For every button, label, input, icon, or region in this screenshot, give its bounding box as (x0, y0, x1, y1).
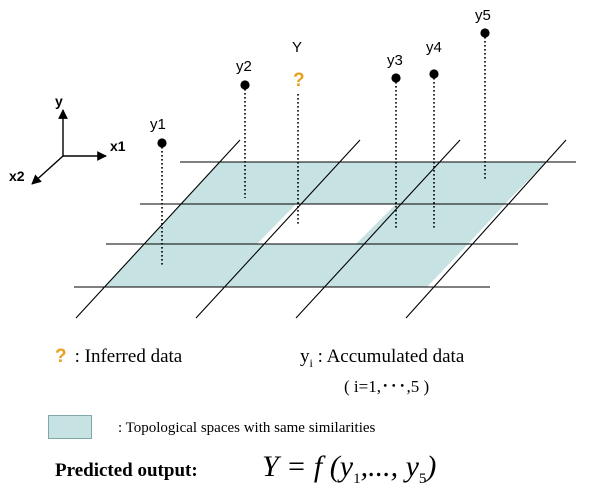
formula-rhs: ) (426, 450, 437, 483)
legend-inferred-text: : Inferred data (74, 346, 183, 367)
cell-mid-right (356, 204, 505, 244)
point-y3 (391, 73, 401, 83)
axis-x2-arrow (31, 155, 64, 185)
shaded-cells (104, 162, 546, 287)
coordinate-axes (31, 109, 107, 185)
drop-lines (161, 33, 486, 265)
grid-lines (74, 139, 576, 319)
formula-sub-1: 1 (353, 471, 361, 487)
legend-accumulated-sub: i (309, 355, 313, 370)
formula-lhs: Y = f ( (262, 450, 340, 483)
grid-d-4 (405, 139, 567, 319)
axis-x2-label: x2 (9, 168, 25, 184)
legend-topological-swatch (48, 415, 92, 439)
formula-sub-2: 5 (418, 471, 427, 487)
axis-y-label: y (55, 93, 63, 109)
predicted-output-label: Predicted output: (55, 460, 198, 481)
label-Y: Y (292, 39, 302, 56)
inferred-marker: ? (293, 70, 305, 91)
axis-x1-label: x1 (110, 138, 126, 154)
label-y2: y2 (236, 58, 252, 75)
cell-bot-center (216, 244, 356, 287)
label-y5: y5 (475, 7, 491, 24)
predicted-output-formula: Y = f (y1,..., y5) (262, 450, 436, 488)
point-y1 (157, 138, 167, 148)
formula-var-2: y (405, 450, 419, 483)
label-y4: y4 (426, 39, 442, 56)
point-y4 (429, 69, 439, 79)
cell-bot-left (104, 244, 257, 287)
label-y1: y1 (150, 116, 166, 133)
cell-top-right (396, 162, 546, 204)
legend-topological-text: : Topological spaces with same similarit… (118, 420, 376, 436)
cell-top-center (296, 162, 439, 204)
point-y2 (240, 80, 250, 90)
legend-accumulated-var: y (300, 346, 310, 367)
legend-accumulated-text: : Accumulated data (317, 346, 465, 367)
grid-d-2 (195, 139, 361, 319)
formula-mid: ,..., (360, 450, 406, 483)
data-points (157, 28, 490, 148)
label-y3: y3 (387, 52, 403, 69)
cell-mid-left (145, 204, 296, 244)
point-y5 (480, 28, 490, 38)
formula-var-1: y (339, 450, 354, 483)
legend-inferred-symbol: ? (55, 346, 67, 367)
cell-top-left (181, 162, 339, 204)
legend-accumulated: yi : Accumulated data (300, 346, 464, 371)
grid-d-3 (295, 139, 461, 319)
legend-inferred: ? : Inferred data (55, 346, 182, 368)
legend-accumulated-range: ( i=1,･･･,5 ) (344, 377, 430, 396)
grid-d-1 (75, 139, 241, 319)
